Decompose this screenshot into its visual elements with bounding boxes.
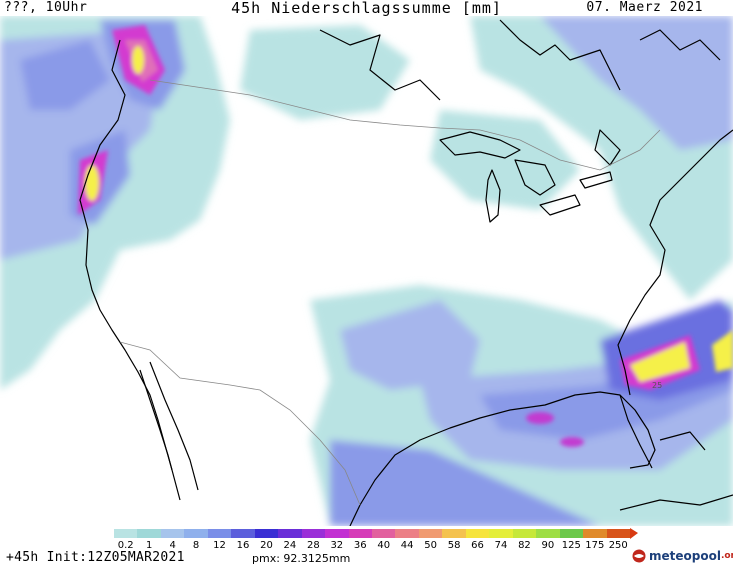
scale-swatch — [489, 529, 513, 538]
scale-label: 16 — [236, 540, 250, 551]
precipitation-cores — [78, 25, 733, 447]
globe-icon — [632, 549, 646, 563]
scale-swatch — [395, 529, 419, 538]
florida-coastline — [619, 394, 653, 469]
scale-label: 20 — [260, 540, 273, 551]
scale-label: 24 — [283, 540, 297, 551]
scale-swatch — [348, 529, 372, 538]
map-title: 45h Niederschlagssumme [mm] — [231, 0, 502, 17]
lake-michigan — [485, 169, 501, 223]
scale-label: 12 — [213, 540, 226, 551]
canada-light-patch — [240, 25, 410, 120]
bc-yellow-max — [132, 46, 144, 74]
gulf-magenta-core — [526, 412, 554, 424]
scale-label: 66 — [471, 540, 484, 551]
scale-label: 250 — [608, 540, 628, 551]
scale-swatch — [418, 529, 443, 538]
scale-label: 4 — [169, 540, 176, 551]
scale-label: 8 — [192, 540, 200, 551]
scale-swatch — [207, 529, 232, 538]
scale-swatch — [583, 529, 607, 538]
scale-arrow-tip — [630, 528, 638, 539]
scale-swatch — [371, 529, 396, 538]
scale-label: 125 — [561, 540, 581, 551]
brand-name: meteopool — [649, 549, 721, 563]
scale-label: 0.2 — [117, 540, 134, 551]
brand-tld: .org — [720, 551, 733, 561]
cuba-coast — [619, 494, 733, 511]
valid-time-label: ???, 10Uhr — [4, 0, 88, 15]
pacific-blue-swirl — [20, 40, 110, 110]
scale-swatch — [160, 529, 185, 538]
scale-swatch — [137, 529, 161, 538]
scale-swatch — [325, 529, 349, 538]
scale-swatch — [512, 529, 537, 538]
atlantic-yellow-max — [630, 342, 690, 382]
valid-date-label: 07. Maerz 2021 — [586, 0, 703, 15]
labrador-coast — [639, 29, 721, 61]
mexico-east-coast — [349, 504, 361, 526]
scale-label: 28 — [306, 540, 320, 551]
texas-blue-patch — [340, 300, 480, 390]
header-bar: ???, 10Uhr 45h Niederschlagssumme [mm] 0… — [0, 0, 733, 17]
max-value-label: 25 — [652, 381, 662, 390]
scale-label: 40 — [377, 540, 391, 551]
scale-swatch — [301, 529, 326, 538]
pmax-value: pmx: 92.3125mm — [252, 552, 351, 565]
pacific-coastline — [79, 39, 181, 501]
scale-swatch — [536, 529, 560, 538]
lake-huron — [514, 159, 556, 196]
scale-swatch — [184, 529, 208, 538]
scale-label: 74 — [494, 540, 508, 551]
scale-swatch — [231, 529, 255, 538]
scale-label: 58 — [447, 540, 461, 551]
james-bay-coast — [499, 19, 621, 91]
atlantic-coastline — [617, 129, 733, 396]
scale-swatch — [442, 529, 466, 538]
quebec-blue-area — [540, 16, 733, 150]
scale-swatch — [606, 529, 630, 538]
scale-label: 50 — [424, 540, 437, 551]
scale-label: 1 — [145, 540, 153, 551]
lake-ontario — [579, 171, 613, 189]
bahamas — [659, 431, 706, 451]
scale-swatch — [465, 529, 490, 538]
scale-swatch — [114, 529, 138, 538]
scale-label: 44 — [400, 540, 414, 551]
scale-swatch — [278, 529, 302, 538]
northern-lakes — [319, 29, 441, 101]
meteopool-logo[interactable]: meteopool .org — [632, 548, 733, 564]
oregon-yellow-max — [85, 165, 99, 201]
scale-swatch — [254, 529, 279, 538]
baja-west-coast — [139, 369, 173, 471]
gulf-coastline — [359, 391, 656, 506]
scale-label: 175 — [585, 540, 605, 551]
atlantic-yellow-edge — [712, 330, 733, 372]
model-run-info: +45h Init:12Z05MAR2021 — [6, 550, 185, 565]
scale-swatch — [559, 529, 584, 538]
scale-label: 90 — [541, 540, 555, 551]
gulf-magenta-core-2 — [560, 437, 584, 447]
political-borders — [119, 79, 661, 506]
scale-label: 36 — [353, 540, 367, 551]
color-scale-bar — [114, 529, 630, 538]
mexico-blue-area — [330, 440, 600, 526]
color-scale-labels: 0.2 1 4 8 12 16 20 24 28 32 36 40 44 50 58 66 74 82 90 125 1… — [114, 540, 630, 552]
lake-erie — [539, 194, 581, 216]
great-lakes-light-area — [430, 110, 580, 210]
us-canada-border-east — [479, 129, 661, 171]
scale-label: 32 — [330, 540, 344, 551]
scale-label: 82 — [518, 540, 531, 551]
lake-superior — [439, 131, 521, 159]
precipitation-map: 25 — [0, 16, 733, 526]
us-canada-border — [149, 79, 481, 131]
coastlines — [79, 19, 733, 526]
us-mexico-border — [119, 341, 361, 506]
baja-east-coast — [149, 361, 199, 491]
